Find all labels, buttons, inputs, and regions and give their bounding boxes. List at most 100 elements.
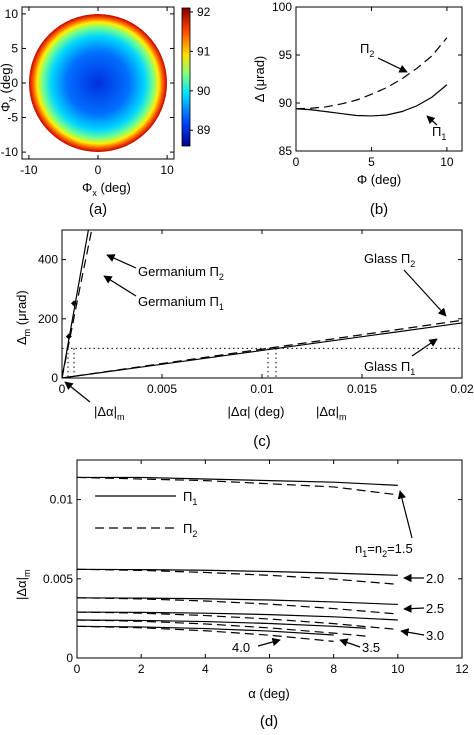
panel-d-arrow-40	[257, 637, 281, 647]
series--2	[296, 37, 448, 110]
series-3-0-1	[77, 611, 398, 621]
panel-d-arrow-n15	[397, 490, 413, 539]
x-tick-label: 0	[59, 382, 66, 396]
panel-c-label: (c)	[253, 433, 271, 450]
series-glass-1	[62, 322, 462, 378]
panel-a-ylabel: Φy (deg)	[0, 63, 16, 112]
x-tick-label: 0	[293, 155, 300, 169]
x-tick-label: 2	[138, 662, 145, 676]
data-marker	[65, 333, 72, 340]
panel-c-lines	[62, 230, 462, 378]
panel-d-lines	[77, 476, 398, 642]
x-tick-label: 0.015	[347, 382, 377, 396]
panel-d-annotation-20: 2.0	[426, 571, 444, 586]
y-tick-label: 0	[66, 651, 73, 665]
series-2-0-1	[77, 568, 398, 576]
y-tick-label: 85	[279, 144, 293, 158]
panel-b-arrow-pi1	[426, 115, 438, 126]
panel-d-annotation-40: 4.0	[232, 640, 250, 655]
panel-d-legend-pi2: Π2	[183, 521, 197, 539]
panel-c-annotation-glass-pi1: Glass Π1	[364, 359, 415, 377]
x-tick-label: 6	[266, 662, 273, 676]
panel-c-arrow-germanium-pi2	[106, 254, 137, 269]
panel-d-annotation-35: 3.5	[362, 640, 380, 655]
series-germanium-2	[62, 230, 93, 378]
panel-a-xlabel: Φx (deg)	[82, 180, 131, 198]
series-3-5-2	[77, 619, 366, 637]
panel-b-lines	[296, 37, 448, 117]
panel-b-annotation-pi2: Π2	[360, 41, 374, 59]
panel-d-arrow-30	[400, 628, 425, 637]
series-3-0-2	[77, 611, 398, 631]
x-tick-label: 0.02	[450, 382, 474, 396]
panel-b: 0 5 10 85 90 95 100 Π2 Π1 Φ (deg) Δ (μrad) (b)	[252, 0, 463, 218]
colorbar-tick-label: 91	[197, 44, 211, 58]
panel-b-frame	[295, 6, 463, 152]
colorbar-tick-label: 92	[197, 5, 211, 19]
panel-c-ylabel: Δm (μrad)	[14, 290, 32, 345]
x-tick-label: 10	[391, 662, 405, 676]
series-2-5-2	[77, 597, 398, 615]
x-tick-label: 8	[330, 662, 337, 676]
panel-b-label: (b)	[370, 201, 388, 218]
series--1	[296, 84, 448, 117]
panel-b-xlabel: Φ (deg)	[357, 172, 401, 187]
x-tick-label: 0.01	[250, 382, 274, 396]
y-tick-label: 400	[38, 253, 58, 267]
x-tick-label: 10	[440, 155, 454, 169]
panel-d-xlabel: α (deg)	[248, 686, 289, 701]
series-2-0-2	[77, 568, 398, 585]
panel-d-annotation-30: 3.0	[426, 628, 444, 643]
y-tick-label: 0	[51, 371, 58, 385]
panel-c-annotation-dalpha-m-left: |Δα|m	[94, 404, 124, 422]
panel-c-annotation-dalpha-m-right: |Δα|m	[316, 404, 346, 422]
y-tick-label: 5	[11, 41, 18, 55]
y-tick-label: 0.005	[43, 572, 73, 586]
series-2-5-1	[77, 597, 398, 606]
x-tick-label: 0.005	[147, 382, 177, 396]
data-marker	[71, 300, 77, 307]
panel-d-annotation-n15: n1=n2=1.5	[355, 541, 413, 559]
panel-c-annotation-germanium-pi2: Germanium Π2	[138, 264, 224, 282]
x-tick-label: 5	[368, 155, 375, 169]
series-4-0-2	[77, 625, 334, 642]
series-n1-n2-1-5-2	[77, 476, 398, 496]
panel-b-arrow-pi2	[377, 57, 408, 73]
x-tick-label: -10	[20, 163, 38, 177]
y-tick-label: 100	[272, 0, 292, 14]
panel-d-annotation-25: 2.5	[426, 601, 444, 616]
panel-d-arrow-35	[339, 638, 361, 648]
panel-a-colorbar	[181, 7, 191, 147]
panel-d-frame	[76, 459, 463, 659]
y-tick-label: 0.01	[50, 493, 74, 507]
panel-c-annotation-glass-pi2: Glass Π2	[364, 251, 415, 269]
colorbar-tick-label: 90	[197, 84, 211, 98]
panel-b-annotation-pi1: Π1	[432, 124, 446, 142]
y-tick-label: 200	[38, 312, 58, 326]
panel-d-ylabel: |Δα|m	[14, 570, 32, 600]
series-glass-2	[62, 319, 462, 378]
series-3-5-1	[77, 619, 366, 629]
panel-c-arrow-glass-pi1	[411, 338, 438, 357]
panel-a-ticks: -10 0 10 -10 -5 0 5 10 89 90 91 92	[1, 5, 211, 177]
y-tick-label: 95	[279, 48, 293, 62]
y-tick-label: 0	[11, 76, 18, 90]
colorbar-tick-label: 89	[197, 123, 211, 137]
y-tick-label: 90	[279, 96, 293, 110]
y-tick-label: -10	[1, 145, 19, 159]
y-tick-label: 10	[5, 7, 19, 21]
series-germanium-1	[62, 230, 90, 378]
y-tick-label: -5	[7, 111, 18, 125]
panel-a: -10 0 10 -10 -5 0 5 10 89 90 91 92 Φx (deg) Φy (deg…	[0, 5, 211, 218]
panel-b-ylabel: Δ (μrad)	[252, 56, 267, 103]
x-tick-label: 0	[95, 163, 102, 177]
panel-a-disk	[29, 14, 167, 152]
panel-c-xlabel: |Δα| (deg)	[228, 404, 285, 419]
panel-c-arrow-germanium-pi1	[103, 275, 137, 297]
panel-d-ticks: 0 2 4 6 8 10 12 0 0.005 0.01	[43, 460, 469, 676]
panel-c-annotation-germanium-pi1: Germanium Π1	[138, 294, 224, 312]
panel-d-label: (d)	[260, 713, 278, 730]
x-tick-label: 4	[202, 662, 209, 676]
